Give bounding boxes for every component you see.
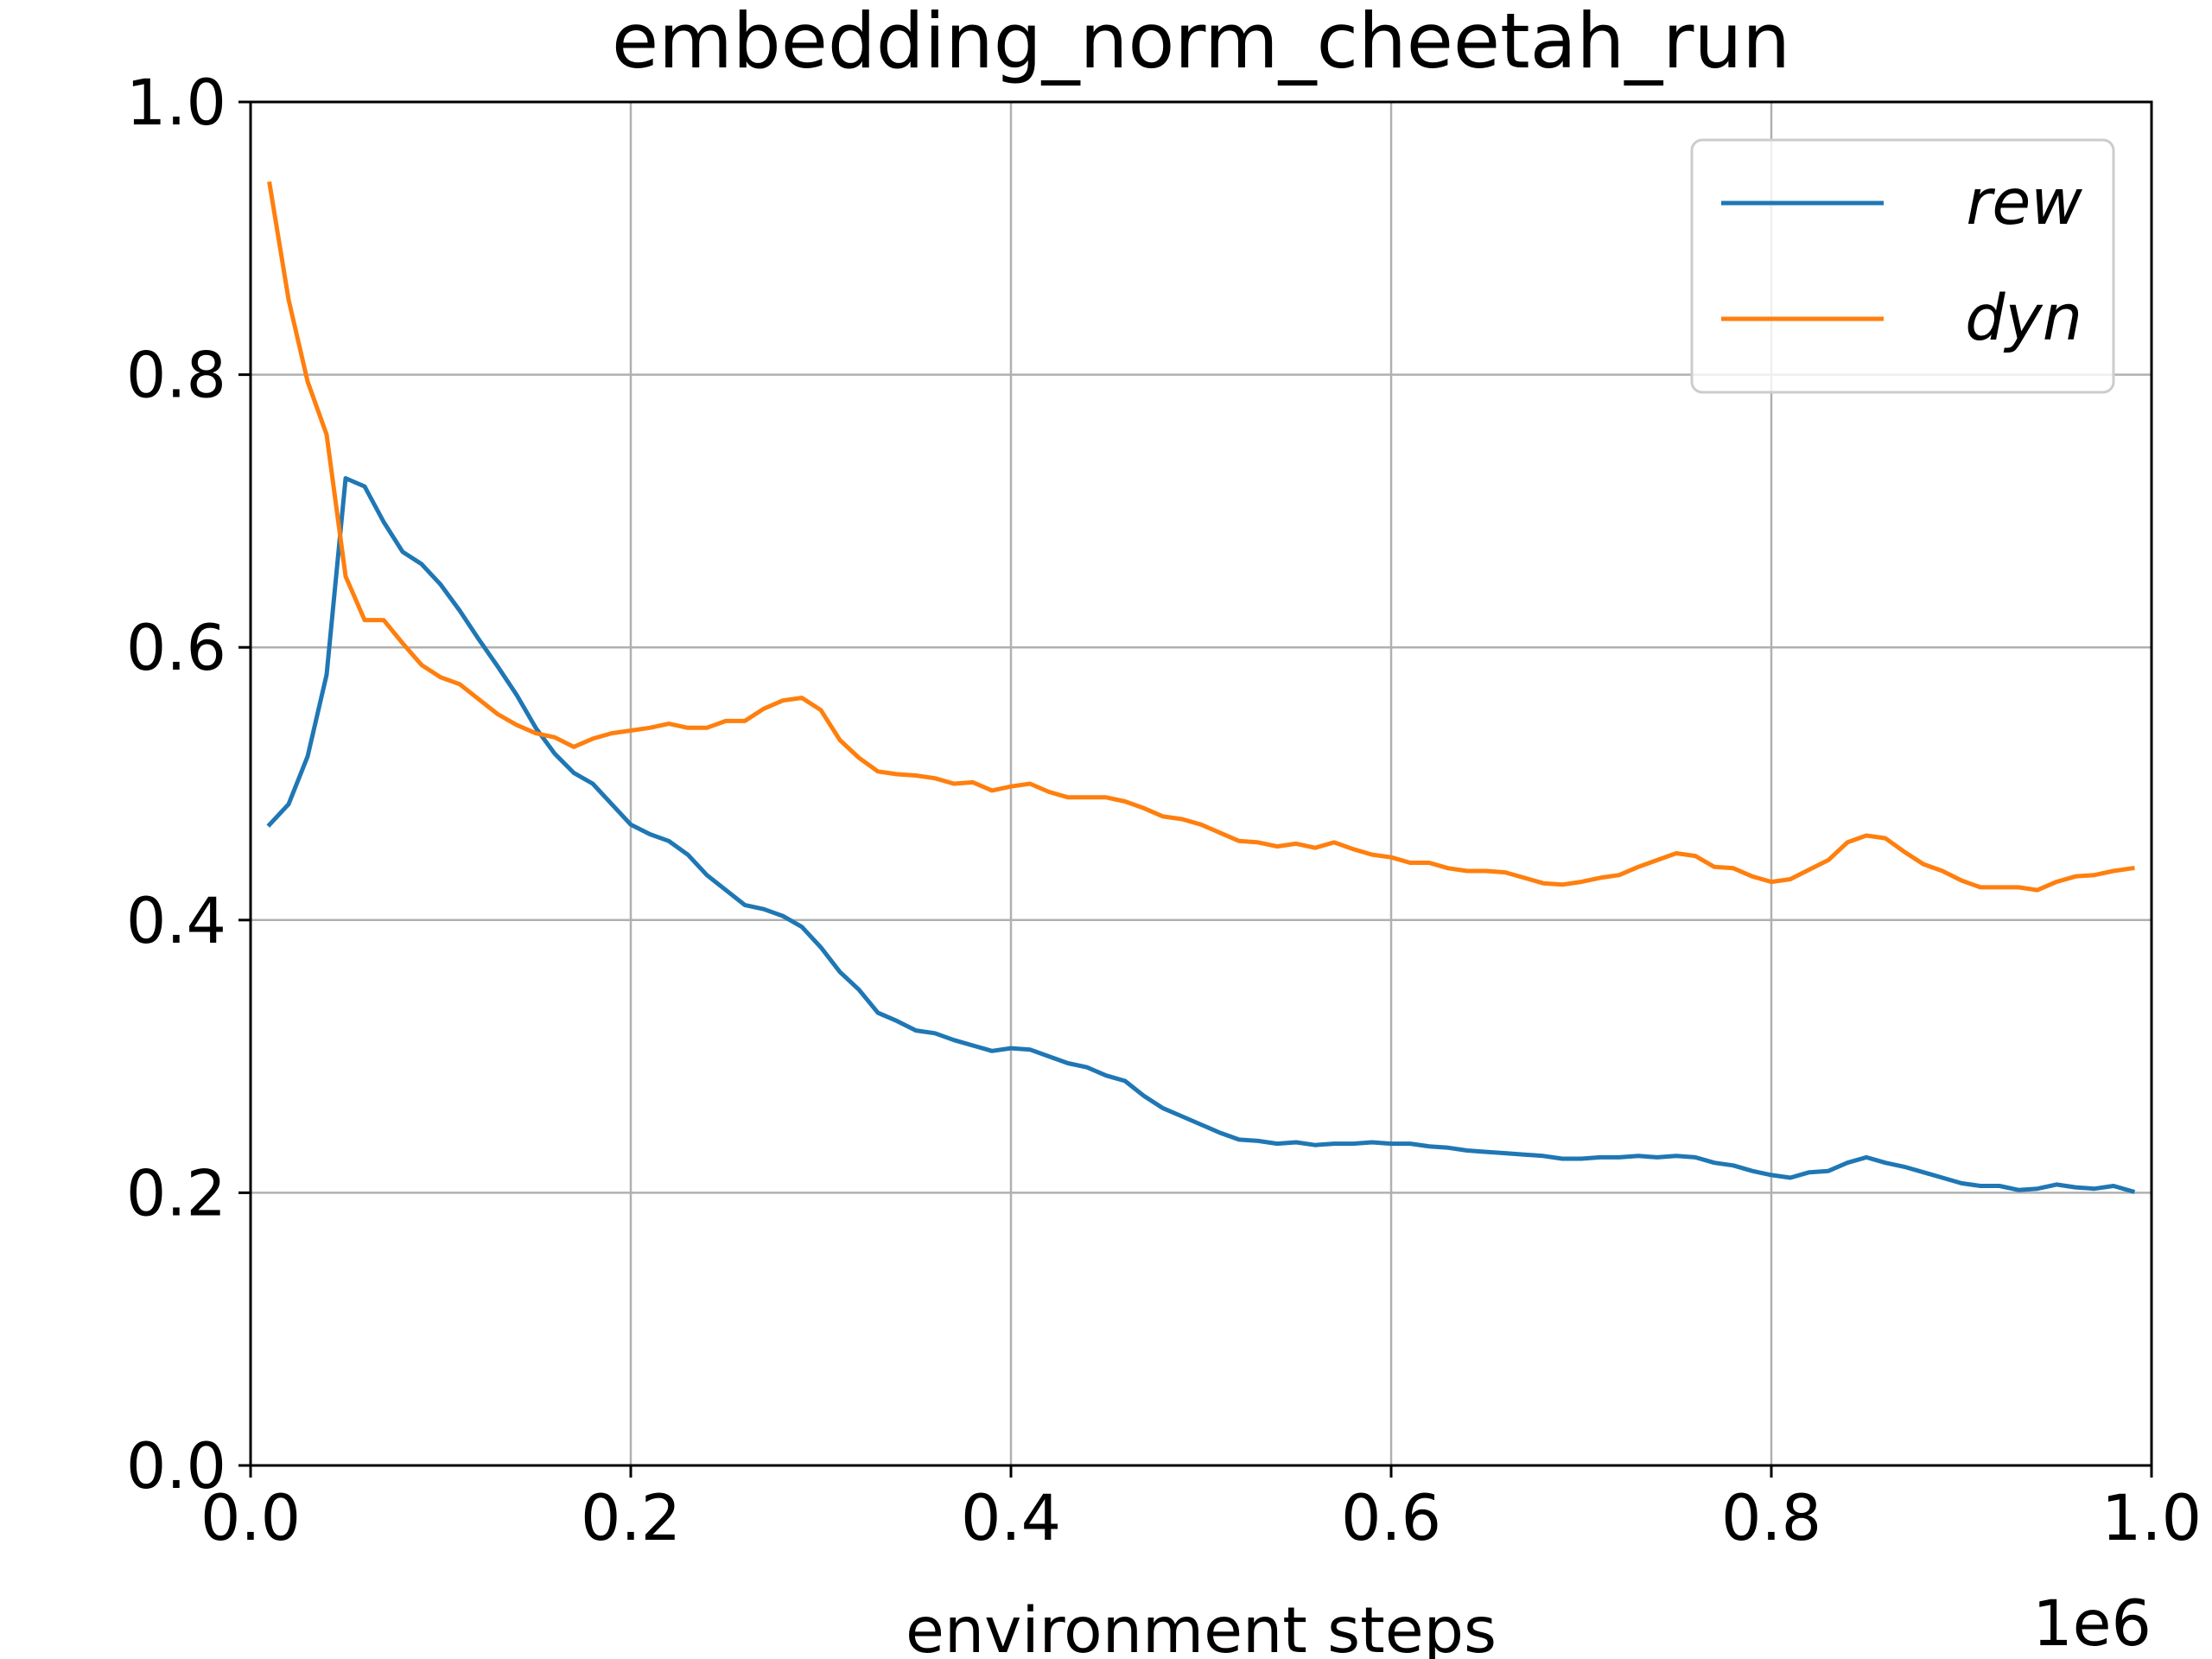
- y-tick-label: 0.2: [126, 1157, 226, 1230]
- y-tick-label: 0.4: [126, 885, 226, 958]
- y-tick-label: 1.0: [126, 67, 226, 140]
- plot-frame: [249, 100, 2153, 1467]
- series-line-rew: [266, 476, 2136, 1194]
- x-axis-label: environment steps: [906, 1594, 1497, 1659]
- x-tick-label: 0.8: [1721, 1482, 1821, 1555]
- legend-entries: rew dyn: [1721, 166, 2082, 355]
- legend-label-rew: rew: [1966, 166, 2082, 239]
- x-tick-label: 1.0: [2101, 1482, 2202, 1555]
- x-tick-label: 0.2: [581, 1482, 681, 1555]
- x-tick-label: 0.6: [1341, 1482, 1441, 1555]
- x-tick-label: 0.4: [961, 1482, 1061, 1555]
- axis-ticks: 0.0 0.2 0.4 0.6 0.8 1.0 0.0 0.2 0.4 0.6 0.8 1.0: [126, 67, 2202, 1555]
- y-tick-label: 0.0: [126, 1430, 226, 1503]
- legend: rew dyn: [1690, 138, 2115, 394]
- x-tick-label: 0.0: [200, 1482, 301, 1555]
- y-tick-label: 0.6: [126, 612, 226, 685]
- legend-label-dyn: dyn: [1965, 282, 2082, 355]
- series-line-dyn: [267, 181, 2135, 893]
- x-axis-offset-label: 1e6: [2032, 1587, 2152, 1659]
- y-tick-label: 0.8: [126, 340, 226, 413]
- chart-title: embedding_norm_cheetah_run: [612, 0, 1790, 86]
- series-lines: [266, 181, 2136, 1194]
